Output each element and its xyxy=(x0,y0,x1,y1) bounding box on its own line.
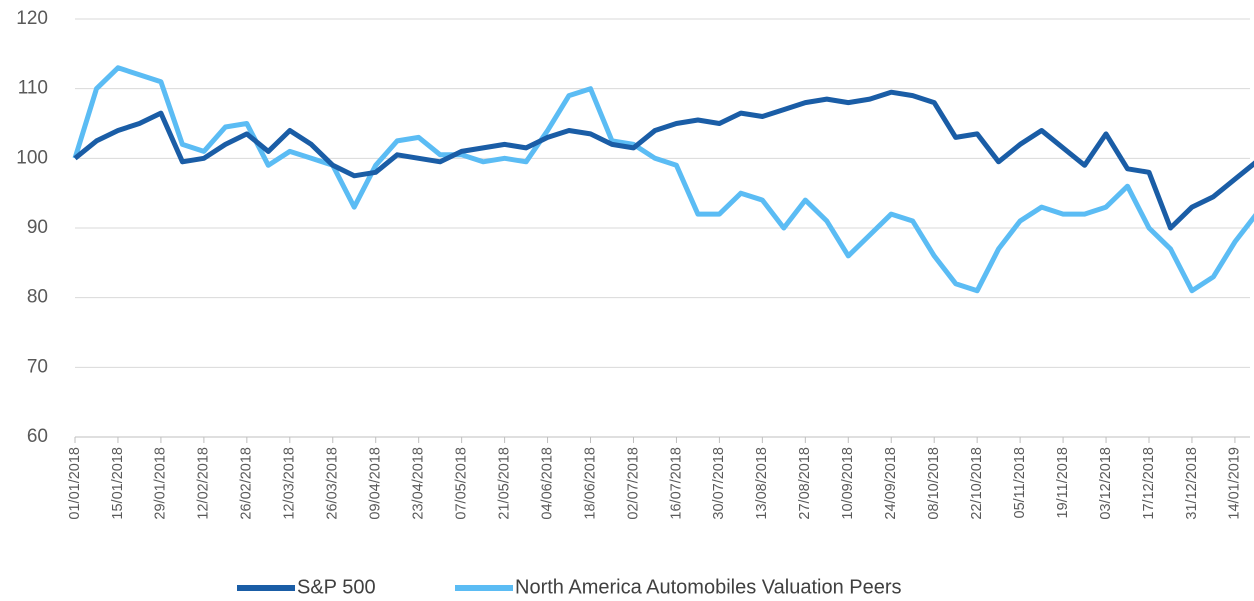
x-tick-label: 18/06/2018 xyxy=(582,447,598,520)
x-tick-label: 10/09/2018 xyxy=(840,447,856,520)
x-tick-label: 17/12/2018 xyxy=(1141,447,1157,520)
y-tick-label: 90 xyxy=(27,217,48,238)
x-tick-label: 05/11/2018 xyxy=(1012,447,1028,519)
x-tick-label: 29/01/2018 xyxy=(153,447,169,520)
x-tick-label: 12/03/2018 xyxy=(282,447,298,520)
x-tick-label: 15/01/2018 xyxy=(110,447,126,520)
x-tick-label: 13/08/2018 xyxy=(754,447,770,520)
x-tick-label: 24/09/2018 xyxy=(883,447,899,520)
x-tick-label: 27/08/2018 xyxy=(797,447,813,520)
x-tick-label: 07/05/2018 xyxy=(453,447,469,520)
x-tick-label: 19/11/2018 xyxy=(1055,447,1071,519)
x-tick-label: 23/04/2018 xyxy=(411,447,427,520)
y-tick-label: 80 xyxy=(27,287,48,308)
x-tick-label: 21/05/2018 xyxy=(496,447,512,520)
legend-label: S&P 500 xyxy=(297,576,376,598)
y-tick-label: 70 xyxy=(27,356,48,377)
x-tick-label: 09/04/2018 xyxy=(368,447,384,520)
x-tick-label: 26/03/2018 xyxy=(325,447,341,520)
y-tick-label: 110 xyxy=(18,78,48,99)
x-tick-label: 30/07/2018 xyxy=(711,447,727,520)
x-tick-label: 02/07/2018 xyxy=(625,447,641,520)
x-tick-label: 16/07/2018 xyxy=(668,447,684,520)
series-line xyxy=(72,65,1254,294)
x-tick-label: 04/06/2018 xyxy=(539,447,555,520)
x-tick-label: 14/01/2019 xyxy=(1227,447,1243,520)
x-tick-label: 01/01/2018 xyxy=(67,447,83,520)
x-tick-label: 08/10/2018 xyxy=(926,447,942,520)
x-tick-label: 12/02/2018 xyxy=(196,447,212,520)
x-tick-label: 31/12/2018 xyxy=(1184,447,1200,520)
y-tick-label: 60 xyxy=(27,426,48,447)
legend-label: North America Automobiles Valuation Peer… xyxy=(515,576,902,598)
x-tick-label: 26/02/2018 xyxy=(239,447,255,520)
series-line xyxy=(73,89,1254,231)
y-tick-label: 120 xyxy=(16,8,48,29)
x-tick-label: 22/10/2018 xyxy=(969,447,985,520)
y-tick-label: 100 xyxy=(16,147,48,168)
x-tick-label: 03/12/2018 xyxy=(1098,447,1114,520)
